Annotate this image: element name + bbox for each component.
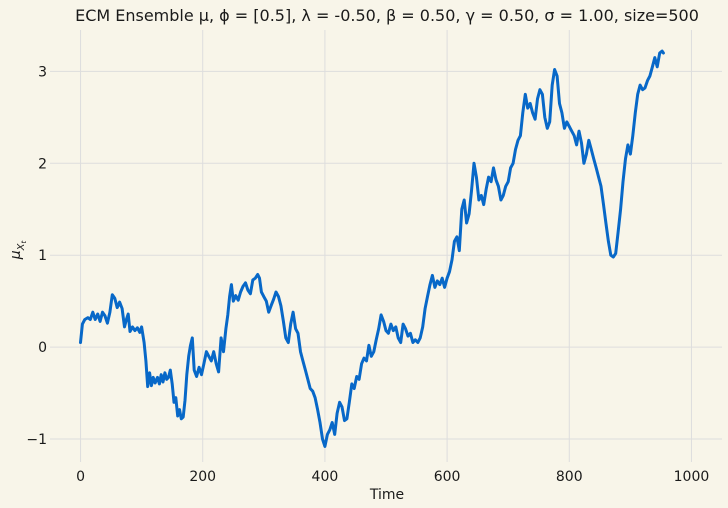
y-axis-label-subsubscript: t	[20, 240, 28, 243]
chart-title: ECM Ensemble μ, ϕ = [0.5], λ = -0.50, β …	[75, 6, 699, 25]
x-tick-label: 800	[556, 469, 583, 485]
y-axis-label-main: μ	[8, 250, 24, 260]
y-tick-label: −1	[26, 432, 47, 448]
y-axis-ticks: −1 0 1 2 3	[26, 64, 47, 448]
y-tick-label: 0	[38, 340, 47, 356]
x-axis-ticks: 0 200 400 600 800 1000	[76, 469, 709, 485]
x-tick-label: 400	[312, 469, 339, 485]
y-tick-label: 2	[38, 156, 47, 172]
x-axis-label: Time	[369, 487, 404, 503]
x-tick-label: 1000	[674, 469, 710, 485]
y-axis-label: μXt	[8, 240, 28, 260]
x-tick-label: 600	[434, 469, 461, 485]
series-line	[79, 49, 665, 448]
y-axis-label-subscript: X	[16, 242, 27, 251]
series-group	[79, 49, 665, 448]
y-tick-label: 3	[38, 64, 47, 80]
x-tick-label: 200	[189, 469, 216, 485]
y-tick-label: 1	[38, 248, 47, 264]
x-tick-label: 0	[76, 469, 85, 485]
